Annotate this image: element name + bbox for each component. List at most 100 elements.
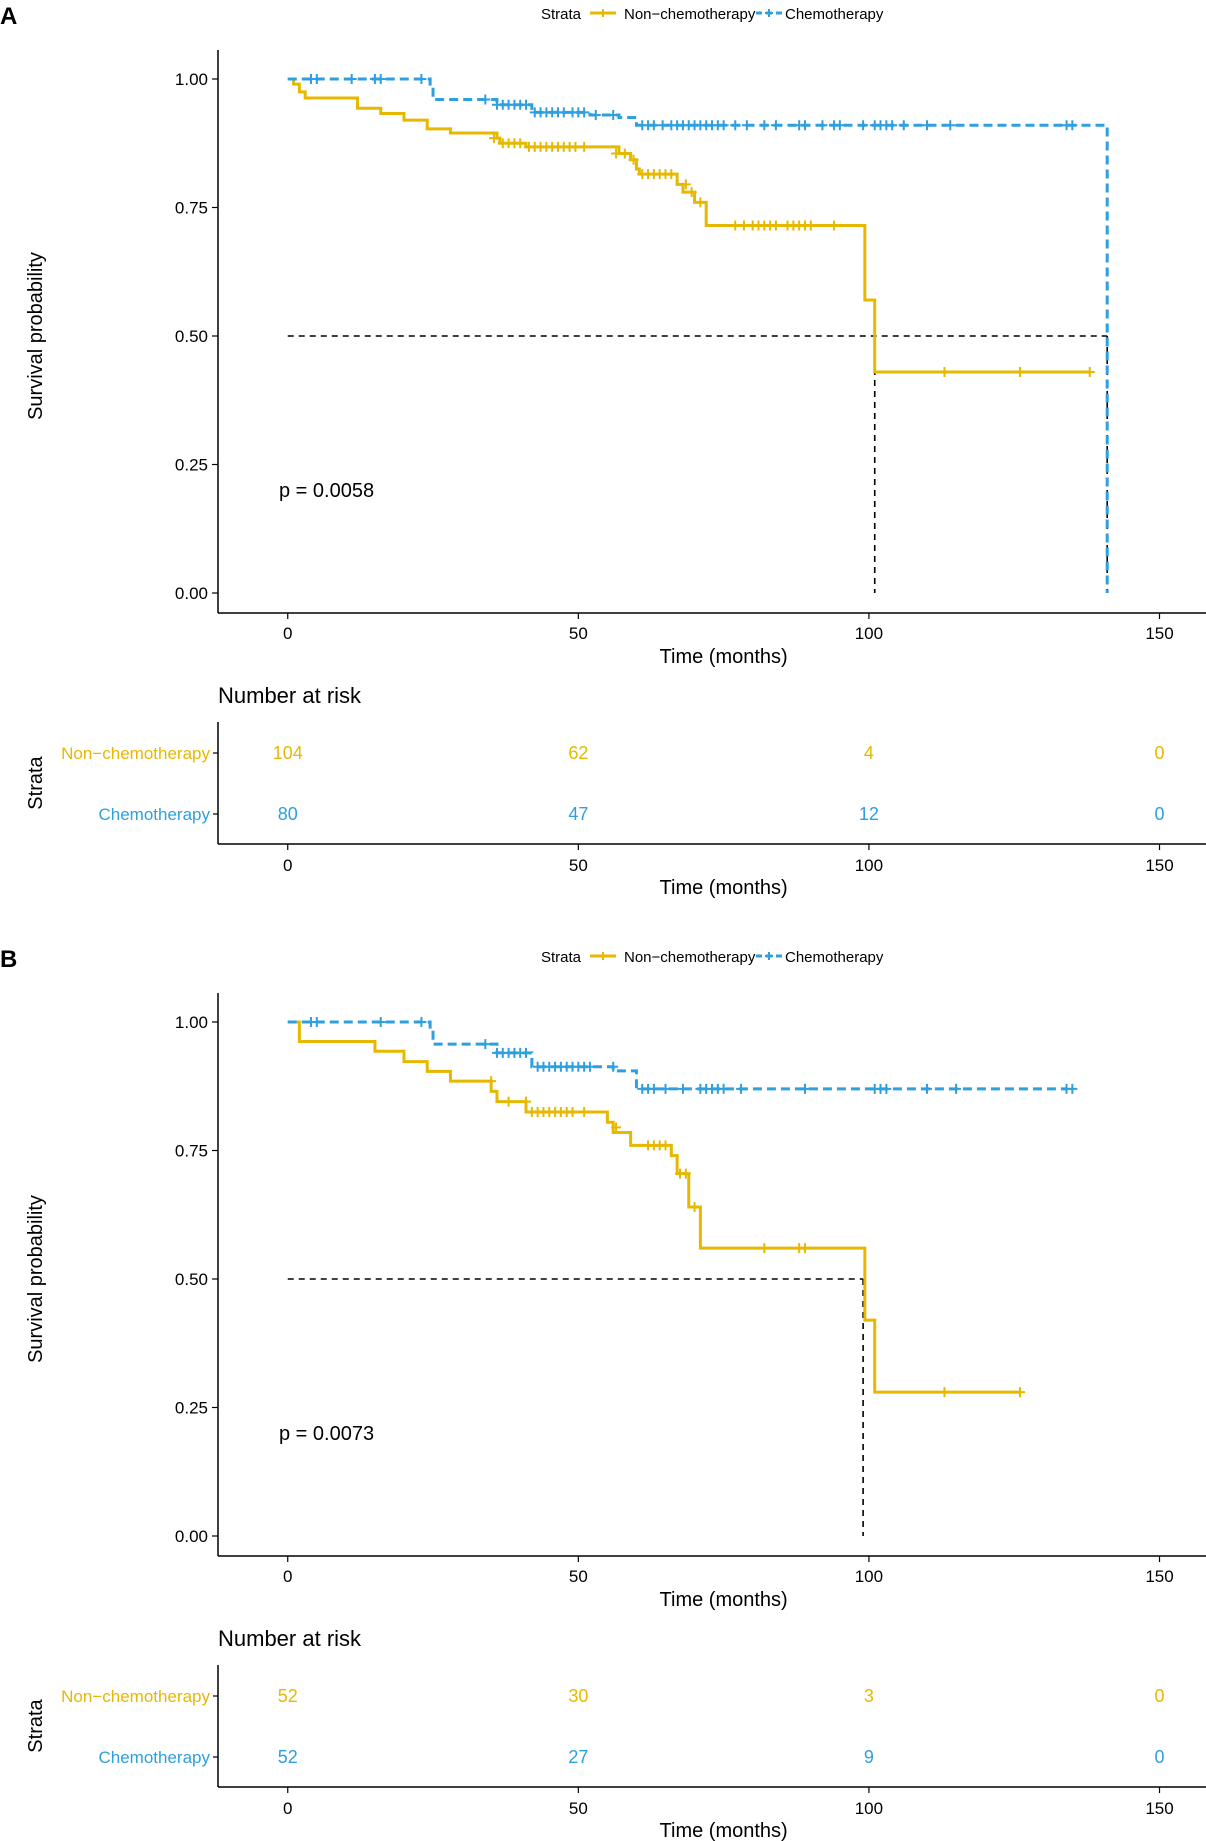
risk-count: 0 — [1154, 1747, 1164, 1767]
p-value: p = 0.0073 — [279, 1423, 374, 1445]
risk-strata-title: Strata — [25, 1698, 47, 1752]
risk-row-label: Chemotherapy — [98, 805, 210, 824]
censor-mark — [1067, 120, 1078, 131]
censor-mark — [945, 120, 956, 131]
censor-mark — [611, 148, 622, 159]
risk-x-tick-label: 0 — [283, 856, 292, 875]
risk-count: 9 — [864, 1747, 874, 1767]
censor-mark — [881, 1083, 892, 1094]
censor-mark — [898, 120, 909, 131]
risk-x-tick-label: 150 — [1145, 1799, 1173, 1818]
censor-mark — [759, 120, 770, 131]
censor-mark — [689, 1202, 700, 1213]
censor-mark — [951, 1083, 962, 1094]
censor-mark — [834, 120, 845, 131]
risk-count: 62 — [568, 743, 588, 763]
censor-mark — [375, 74, 386, 84]
y-tick-label: 0.75 — [175, 199, 208, 218]
risk-table-title: Number at risk — [218, 1626, 362, 1651]
risk-x-tick-label: 50 — [569, 1799, 588, 1818]
legend-key-censor-0 — [599, 9, 607, 17]
censor-mark — [619, 148, 630, 159]
risk-x-tick-label: 50 — [569, 856, 588, 875]
risk-x-tick-label: 100 — [855, 856, 883, 875]
censor-mark — [558, 107, 569, 118]
y-tick-label: 0.00 — [175, 1527, 208, 1546]
censor-mark — [677, 1083, 688, 1094]
censor-mark — [1067, 1083, 1078, 1094]
censor-mark — [922, 120, 933, 131]
risk-count: 30 — [568, 1686, 588, 1706]
censor-mark — [730, 120, 741, 131]
censor-mark — [579, 107, 590, 118]
censor-mark — [858, 120, 869, 131]
y-tick-label: 0.25 — [175, 1399, 208, 1418]
risk-x-axis-title: Time (months) — [660, 877, 788, 899]
legend: Strata Non−chemotherapy Chemotherapy — [541, 6, 884, 23]
x-axis-title: Time (months) — [660, 1589, 788, 1611]
censor-mark — [738, 220, 749, 231]
censor-mark — [486, 1076, 497, 1087]
censor-mark — [887, 120, 898, 131]
legend-entry-0: Non−chemotherapy — [624, 949, 756, 966]
y-axis-title: Survival probability — [25, 1195, 47, 1363]
legend-key-censor-0 — [599, 952, 607, 960]
censor-mark — [416, 74, 427, 84]
x-tick-label: 150 — [1145, 624, 1173, 643]
censor-mark — [648, 120, 659, 131]
legend: Strata Non−chemotherapy Chemotherapy — [541, 949, 884, 966]
censor-mark — [939, 366, 950, 377]
risk-x-tick-label: 150 — [1145, 856, 1173, 875]
y-tick-label: 1.00 — [175, 70, 208, 89]
censor-mark — [375, 1017, 386, 1027]
risk-count: 52 — [278, 1747, 298, 1767]
risk-count: 3 — [864, 1686, 874, 1706]
y-tick-label: 0.50 — [175, 327, 208, 346]
censor-mark — [515, 138, 526, 149]
censor-mark — [680, 1168, 691, 1179]
x-tick-label: 100 — [855, 624, 883, 643]
risk-strata-title: Strata — [25, 755, 47, 809]
censor-mark — [759, 1243, 770, 1254]
x-tick-label: 150 — [1145, 1567, 1173, 1586]
censor-mark — [1015, 366, 1026, 377]
censor-mark — [718, 120, 729, 131]
risk-count: 104 — [273, 743, 303, 763]
legend-entry-1: Chemotherapy — [785, 949, 884, 966]
legend-key-censor-1 — [765, 9, 773, 17]
censor-mark — [503, 1096, 514, 1107]
censor-mark — [579, 141, 590, 152]
censor-mark — [570, 141, 581, 152]
censor-mark — [695, 197, 706, 208]
censor-mark — [939, 1387, 950, 1398]
censor-mark — [817, 120, 828, 131]
risk-count: 0 — [1154, 804, 1164, 824]
censor-mark — [584, 1061, 595, 1072]
censor-mark — [829, 220, 840, 231]
legend-entry-0: Non−chemotherapy — [624, 6, 756, 23]
censor-mark — [799, 1083, 810, 1094]
x-tick-label: 100 — [855, 1567, 883, 1586]
risk-x-axis-title: Time (months) — [660, 1820, 788, 1841]
censor-mark — [680, 179, 691, 190]
risk-count: 47 — [568, 804, 588, 824]
censor-mark — [1084, 366, 1095, 377]
x-axis-title: Time (months) — [660, 646, 788, 668]
censor-mark — [480, 1039, 491, 1050]
risk-count: 4 — [864, 743, 874, 763]
censor-mark — [770, 120, 781, 131]
panel-b: B Strata Non−chemotherapy Chemotherapy 0.00 0… — [0, 946, 1206, 1841]
panel-a: A Strata Non−chemotherapy Chemotherapy 0.00 0… — [0, 3, 1206, 899]
censor-mark — [579, 1106, 590, 1117]
y-tick-label: 0.50 — [175, 1270, 208, 1289]
risk-count: 0 — [1154, 1686, 1164, 1706]
survival-curve-chemotherapy — [287, 77, 1109, 593]
censor-mark — [311, 1017, 322, 1027]
survival-curve-non-chemotherapy — [287, 1020, 1021, 1394]
y-tick-label: 0.00 — [175, 584, 208, 603]
y-tick-label: 0.25 — [175, 456, 208, 475]
censor-mark — [521, 99, 532, 110]
censor-mark — [1015, 1387, 1026, 1398]
risk-count: 52 — [278, 1686, 298, 1706]
